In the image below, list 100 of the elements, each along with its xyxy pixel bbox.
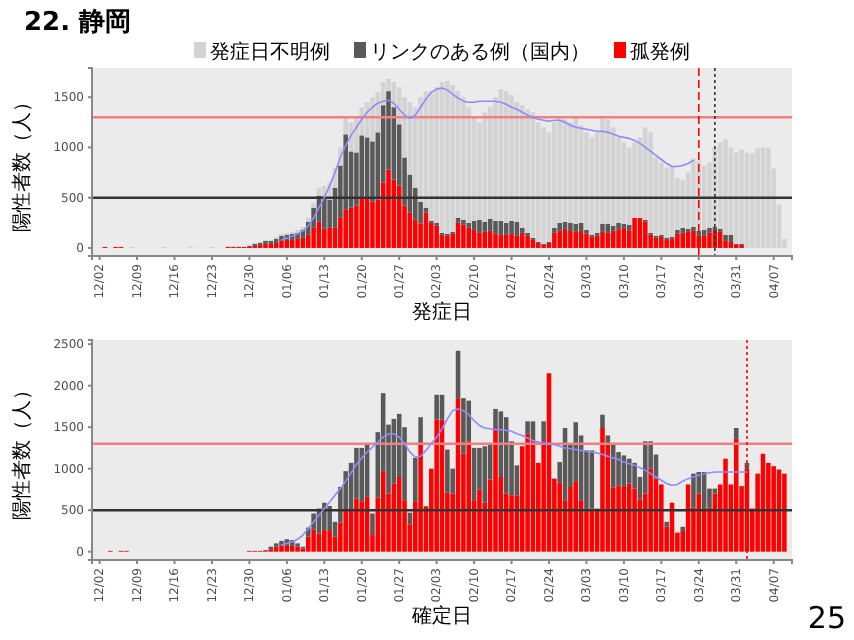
bar: [616, 229, 621, 248]
bar: [584, 233, 589, 248]
bar: [338, 217, 343, 248]
bar: [461, 219, 466, 225]
bar: [434, 225, 439, 248]
bar: [643, 221, 648, 248]
bar: [295, 546, 300, 552]
bar: [766, 462, 771, 552]
bar: [600, 223, 605, 232]
bar: [632, 217, 637, 248]
bar: [434, 394, 439, 420]
bar: [354, 498, 359, 552]
bar: [279, 545, 284, 552]
bar: [311, 227, 316, 248]
bar: [327, 227, 332, 248]
bar: [552, 227, 557, 233]
bar: [418, 417, 423, 444]
bar: [733, 438, 739, 552]
bar: [519, 227, 525, 233]
bar: [461, 398, 466, 454]
bar: [279, 240, 284, 248]
bar: [343, 511, 348, 552]
bar: [557, 230, 562, 248]
x-axis-title: 確定日: [410, 604, 472, 628]
bar: [493, 220, 498, 234]
bar: [648, 132, 653, 233]
bar: [723, 240, 728, 248]
bar: [305, 234, 311, 248]
bar: [626, 224, 632, 231]
bar: [322, 228, 327, 248]
bar: [707, 232, 712, 248]
bar: [600, 231, 605, 248]
bar: [733, 428, 739, 439]
bar: [359, 135, 365, 198]
bar: [295, 238, 300, 248]
bar: [573, 223, 579, 232]
bar: [771, 466, 776, 552]
legend-label: 発症日不明例: [210, 40, 330, 64]
bar: [322, 197, 327, 229]
y-axis-title: 陽性者数（人）: [10, 380, 34, 520]
bar: [370, 513, 375, 536]
bar: [289, 545, 295, 552]
bar: [600, 414, 605, 428]
bar: [557, 222, 562, 231]
bar: [466, 441, 472, 552]
bar: [519, 232, 525, 248]
bar: [418, 443, 423, 552]
bar: [445, 235, 450, 248]
x-axis-title: 発症日: [412, 300, 472, 324]
bar: [600, 428, 605, 552]
bar: [316, 533, 322, 552]
bar: [659, 484, 664, 552]
y-axis-title: 陽性者数（人）: [10, 92, 34, 232]
bar: [343, 134, 348, 210]
bar: [616, 452, 621, 486]
bar: [557, 482, 562, 552]
bar: [552, 232, 557, 248]
bar: [359, 501, 365, 552]
bar: [659, 236, 664, 248]
bar: [477, 219, 482, 233]
bar: [311, 529, 316, 552]
bar: [493, 233, 498, 248]
bar: [707, 227, 712, 233]
bar: [680, 232, 686, 248]
bar: [359, 197, 365, 248]
bar: [509, 220, 514, 234]
bar: [568, 222, 573, 231]
bar: [354, 205, 359, 248]
bar: [573, 481, 579, 552]
bar: [327, 506, 332, 531]
bar: [284, 545, 290, 552]
bar: [568, 230, 573, 248]
bar: [386, 169, 391, 248]
bar: [525, 421, 530, 434]
bar: [525, 235, 530, 248]
legend-label: 孤発例: [630, 40, 690, 64]
bar: [412, 219, 418, 248]
bar: [466, 227, 472, 248]
bar: [359, 447, 365, 502]
bar: [536, 242, 541, 248]
bar: [322, 530, 327, 552]
bar: [493, 428, 498, 552]
bar: [626, 483, 632, 552]
bar: [691, 473, 696, 508]
bar: [370, 201, 375, 248]
bar: [568, 486, 573, 552]
bar: [412, 457, 418, 502]
bar: [648, 468, 653, 552]
bar: [461, 224, 466, 248]
bar: [477, 232, 482, 248]
bar: [525, 433, 530, 552]
bar: [632, 488, 637, 552]
bar: [626, 458, 632, 484]
bar: [418, 97, 423, 202]
bar: [445, 449, 450, 493]
bar: [723, 234, 728, 241]
text: 25: [807, 600, 846, 636]
bar: [305, 536, 311, 552]
bar: [664, 521, 669, 527]
bar: [573, 231, 579, 248]
